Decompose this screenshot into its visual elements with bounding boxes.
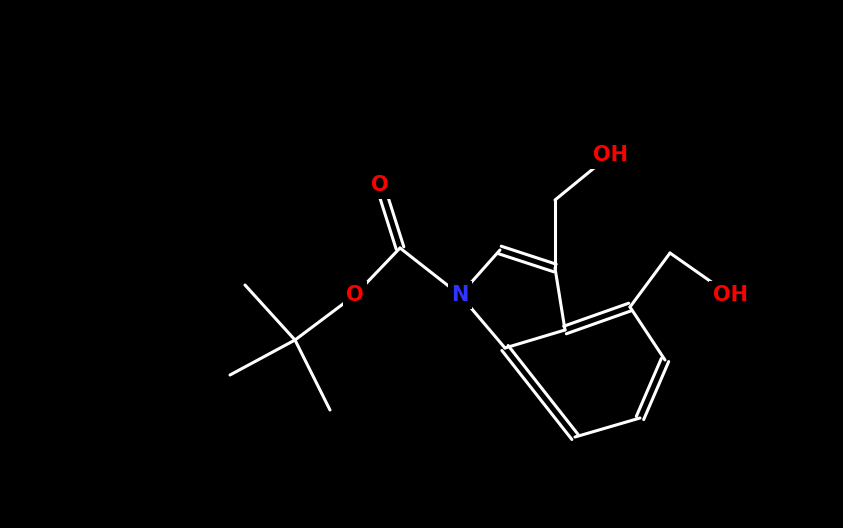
Text: O: O (371, 175, 389, 195)
Text: N: N (451, 285, 469, 305)
Text: OH: OH (593, 145, 627, 165)
Text: O: O (346, 285, 364, 305)
Text: OH: OH (712, 285, 748, 305)
